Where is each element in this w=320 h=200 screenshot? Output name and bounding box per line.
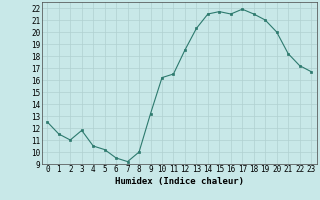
X-axis label: Humidex (Indice chaleur): Humidex (Indice chaleur) bbox=[115, 177, 244, 186]
